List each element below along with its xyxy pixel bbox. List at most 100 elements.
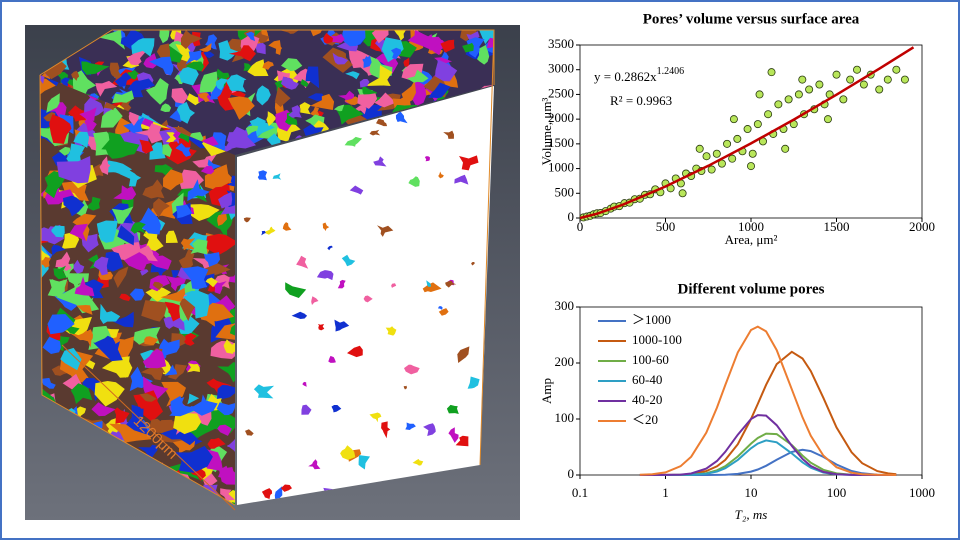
pore — [401, 63, 424, 81]
pore — [51, 225, 65, 238]
pore — [228, 340, 235, 353]
scatter-point — [728, 154, 737, 163]
pore — [296, 255, 309, 269]
pore — [302, 381, 307, 387]
pore — [341, 254, 356, 267]
pore — [426, 280, 431, 287]
pore — [408, 176, 420, 187]
scale-line — [61, 344, 236, 511]
pore — [145, 78, 169, 105]
pore — [338, 90, 355, 104]
box-edge — [39, 74, 236, 506]
pore — [363, 295, 373, 303]
pore — [82, 378, 95, 389]
pore — [423, 34, 439, 51]
scatter-point — [678, 189, 687, 198]
pore — [316, 270, 334, 281]
legend-label: ＜20 — [632, 412, 658, 427]
fit-line — [579, 46, 915, 220]
pore — [40, 377, 56, 389]
pore — [385, 326, 397, 336]
pore — [88, 325, 113, 350]
pore — [187, 393, 200, 405]
pore — [255, 42, 266, 55]
pore — [40, 77, 56, 96]
pore — [457, 346, 470, 363]
pore — [369, 412, 382, 423]
pore — [102, 160, 133, 175]
pore — [94, 381, 125, 407]
pore — [112, 311, 134, 328]
scatter-point — [748, 149, 757, 158]
pore — [301, 404, 312, 415]
pore — [291, 311, 308, 319]
pore — [308, 459, 321, 470]
scatter-point — [723, 139, 732, 148]
pore — [134, 123, 163, 144]
pore — [119, 169, 142, 187]
pore — [373, 156, 387, 167]
pore — [274, 86, 291, 107]
scatter-point — [753, 120, 762, 129]
pore — [139, 139, 154, 154]
pore — [217, 362, 235, 383]
pore — [311, 296, 319, 305]
pore — [376, 118, 388, 127]
x-tick-label: 1 — [662, 485, 669, 500]
pore — [230, 175, 235, 186]
x-tick-label: 100 — [827, 485, 847, 500]
pore — [226, 130, 256, 149]
x-tick-label: 1000 — [738, 219, 764, 234]
pore — [342, 30, 366, 47]
pore — [60, 77, 70, 89]
pore — [395, 111, 408, 124]
pore — [142, 179, 165, 199]
pore — [161, 381, 186, 407]
legend-label: 1000-100 — [632, 332, 682, 347]
equation-base: y = 0.2862x — [594, 69, 657, 84]
pore — [74, 276, 95, 297]
y-tick-label: 100 — [555, 410, 575, 425]
pore — [46, 93, 60, 113]
pore — [243, 217, 251, 223]
y-tick-label: 500 — [555, 184, 575, 199]
pore — [460, 30, 478, 42]
pore — [61, 231, 80, 249]
pore — [109, 62, 122, 80]
series-line — [639, 414, 897, 476]
pore — [309, 30, 323, 37]
pore — [253, 384, 275, 399]
pore — [165, 275, 188, 292]
pore — [187, 179, 210, 202]
pore — [163, 169, 184, 191]
y-tick-label: 2500 — [548, 85, 574, 100]
scatter-point — [794, 90, 803, 99]
pore — [391, 283, 397, 288]
pore — [140, 269, 149, 276]
pore — [365, 65, 393, 86]
pore — [78, 329, 93, 348]
pore — [169, 395, 199, 417]
pore — [180, 30, 203, 50]
scatter-point — [702, 152, 711, 161]
pore — [187, 363, 200, 373]
pore — [197, 92, 210, 103]
x-tick-label: 0.1 — [572, 485, 588, 500]
pore — [42, 336, 61, 354]
pore — [190, 239, 208, 255]
pore — [404, 364, 420, 375]
y-tick-label: 0 — [568, 209, 575, 224]
pore — [101, 356, 130, 378]
pore — [95, 80, 118, 97]
y-tick-label: 3500 — [548, 36, 574, 51]
pore — [423, 423, 436, 436]
pore — [261, 488, 273, 499]
pore — [438, 171, 444, 179]
pore — [322, 222, 330, 231]
pore — [249, 117, 267, 127]
pore — [100, 303, 121, 324]
pore — [262, 61, 274, 70]
pore — [391, 47, 402, 60]
pore — [344, 136, 362, 147]
